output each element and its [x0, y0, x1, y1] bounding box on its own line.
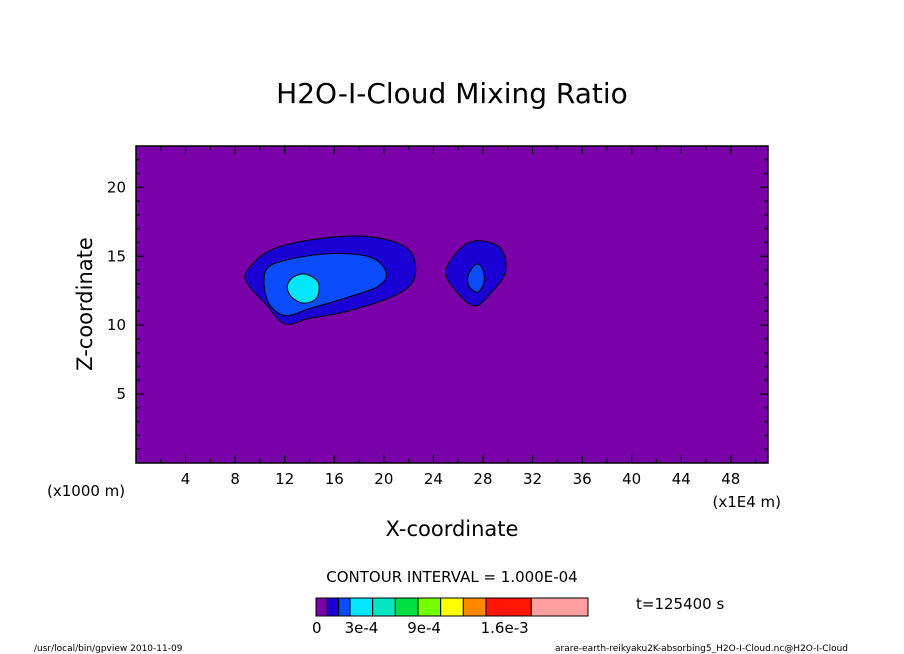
colorbar-swatch [326, 597, 340, 617]
x-tick-label: 36 [573, 470, 592, 488]
plot-area [135, 145, 769, 464]
x-tick-label: 32 [523, 470, 542, 488]
y-tick-label: 20 [107, 178, 126, 196]
contour-regions [244, 235, 507, 325]
colorbar-swatch [462, 597, 487, 617]
x-unit-right: (x1E4 m) [712, 493, 781, 511]
x-tick-label: 20 [374, 470, 393, 488]
x-tick-label: 16 [325, 470, 344, 488]
x-tick-label: 40 [622, 470, 641, 488]
colorbar-swatch [440, 597, 464, 617]
y-tick-label: 5 [116, 385, 126, 403]
colorbar-swatch [338, 597, 351, 617]
plot-background [136, 146, 768, 463]
colorbar [315, 597, 589, 617]
colorbar-swatch [530, 597, 589, 617]
x-tick-label: 28 [473, 470, 492, 488]
y-tick-label: 15 [107, 247, 126, 265]
contour-region-4 [467, 263, 485, 293]
colorbar-label: 1.6e-3 [481, 619, 529, 637]
colorbar-labels: 0 3e-4 9e-4 1.6e-3 [312, 619, 529, 637]
colorbar-swatch [417, 597, 442, 617]
y-tick-label: 10 [107, 316, 126, 334]
footer-left: /usr/local/bin/gpview 2010-11-09 [34, 644, 183, 654]
contour-interval-label: CONTOUR INTERVAL = 1.000E-04 [326, 568, 577, 586]
plot-frame [135, 145, 769, 464]
x-tick-label: 4 [181, 470, 191, 488]
colorbar-label: 0 [312, 619, 322, 637]
time-label: t=125400 s [636, 595, 724, 613]
colorbar-label: 9e-4 [407, 619, 441, 637]
colorbar-swatch [349, 597, 374, 617]
x-tick-label: 8 [230, 470, 240, 488]
x-tick-label: 12 [275, 470, 294, 488]
y-axis-label: Z-coordinate [73, 237, 97, 371]
axis-ticks [136, 146, 768, 463]
colorbar-swatch [485, 597, 532, 617]
colorbar-swatch [394, 597, 419, 617]
x-unit-left: (x1000 m) [47, 482, 125, 500]
colorbar-swatch [315, 597, 328, 617]
contour-region-2 [286, 273, 320, 304]
x-tick-label: 44 [672, 470, 691, 488]
colorbar-swatch [372, 597, 396, 617]
x-tick-label: 24 [424, 470, 443, 488]
x-tick-label: 48 [721, 470, 740, 488]
chart-title: H2O-I-Cloud Mixing Ratio [276, 77, 628, 110]
colorbar-label: 3e-4 [345, 619, 379, 637]
footer-right: arare-earth-reikyaku2K-absorbing5_H2O-I-… [555, 644, 848, 654]
x-axis-label: X-coordinate [386, 517, 519, 541]
